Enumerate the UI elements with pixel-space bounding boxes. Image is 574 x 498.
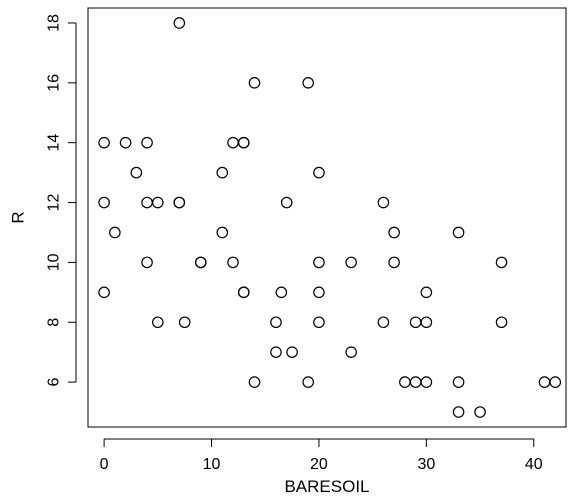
data-point xyxy=(130,166,143,179)
data-point xyxy=(452,406,465,418)
data-point xyxy=(538,376,551,388)
data-point xyxy=(237,136,250,149)
data-point xyxy=(141,256,153,269)
data-point xyxy=(495,316,508,329)
data-point xyxy=(98,196,110,209)
y-axis-title: R xyxy=(9,211,28,223)
data-point xyxy=(313,286,325,299)
data-point xyxy=(270,346,282,358)
x-tick-label: 30 xyxy=(417,456,435,473)
x-tick-label: 0 xyxy=(100,456,109,473)
data-point xyxy=(409,376,422,388)
data-point xyxy=(141,196,153,209)
y-axis: 6 8 10 12 14 16 18 xyxy=(46,14,77,387)
data-point xyxy=(377,196,390,209)
x-tick-label: 40 xyxy=(525,456,543,473)
data-point xyxy=(216,226,229,239)
data-point xyxy=(452,226,465,239)
x-tick-label: 20 xyxy=(310,456,328,473)
data-point xyxy=(194,256,207,269)
data-point xyxy=(345,346,357,358)
data-point xyxy=(286,346,298,358)
data-point xyxy=(152,196,164,209)
data-point xyxy=(173,17,186,29)
data-point xyxy=(248,77,261,89)
data-point xyxy=(109,226,121,239)
data-point xyxy=(237,286,250,299)
y-tick-label: 18 xyxy=(46,14,63,32)
data-point xyxy=(302,376,315,388)
data-point xyxy=(399,376,411,388)
y-tick-label: 14 xyxy=(46,134,63,152)
y-tick-label: 10 xyxy=(46,253,63,271)
data-point xyxy=(227,136,239,149)
data-points xyxy=(98,17,562,418)
data-point xyxy=(275,286,288,299)
data-point xyxy=(495,256,508,269)
data-point xyxy=(173,196,186,209)
data-point xyxy=(270,316,282,329)
x-axis-title: BARESOIL xyxy=(284,477,369,496)
data-point xyxy=(141,136,153,149)
data-point xyxy=(313,316,325,329)
data-point xyxy=(420,316,433,329)
x-axis: 0 10 20 30 40 xyxy=(100,438,543,473)
data-point xyxy=(452,376,465,388)
data-point xyxy=(98,136,110,149)
y-tick-label: 6 xyxy=(46,378,63,387)
data-point xyxy=(345,256,357,269)
data-point xyxy=(420,286,433,299)
data-point xyxy=(227,256,239,269)
data-point xyxy=(474,406,486,418)
data-point xyxy=(388,256,400,269)
data-point xyxy=(313,256,325,269)
data-point xyxy=(152,316,164,329)
data-point xyxy=(98,286,110,299)
data-point xyxy=(119,136,132,149)
data-point xyxy=(377,316,390,329)
data-point xyxy=(388,226,400,239)
plot-frame xyxy=(87,7,567,428)
data-point xyxy=(216,166,229,179)
data-point xyxy=(420,376,433,388)
y-tick-label: 16 xyxy=(46,74,63,92)
data-point xyxy=(178,316,191,329)
x-tick-label: 10 xyxy=(203,456,221,473)
y-tick-label: 12 xyxy=(46,194,63,212)
data-point xyxy=(409,316,422,329)
data-point xyxy=(302,77,315,89)
data-point xyxy=(313,166,325,179)
data-point xyxy=(549,376,562,388)
y-tick-label: 8 xyxy=(46,318,63,327)
data-point xyxy=(280,196,293,209)
data-point xyxy=(248,376,261,388)
